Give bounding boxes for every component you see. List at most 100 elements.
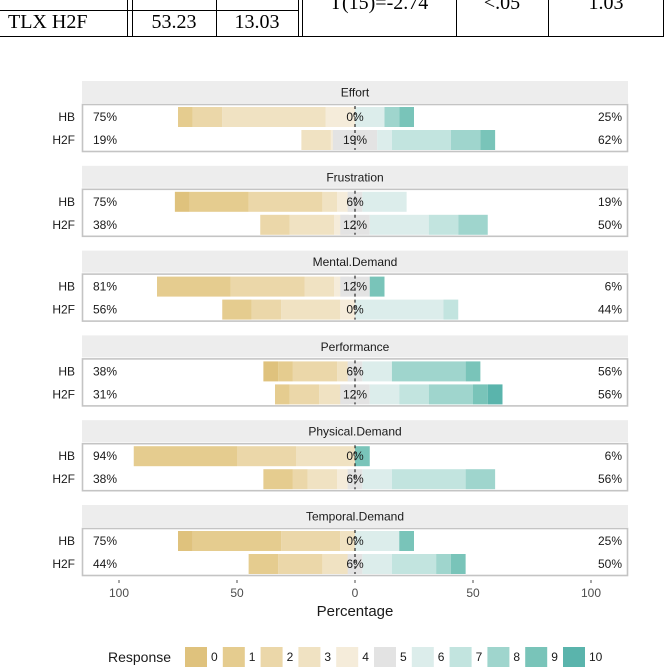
- center-percent-label: 6%: [346, 557, 364, 571]
- bar-segment: [263, 361, 279, 382]
- bar-segment: [369, 384, 400, 405]
- legend-title: Response: [108, 649, 171, 665]
- legend-key: [525, 647, 548, 667]
- bar-segment: [237, 446, 296, 467]
- legend-key: [374, 647, 396, 667]
- bar-segment: [251, 299, 282, 320]
- bar-segment: [399, 384, 429, 405]
- legend-key: [336, 647, 359, 667]
- legend-label: 5: [400, 650, 407, 664]
- bar-segment: [391, 130, 451, 150]
- right-percent-label: 56%: [598, 364, 622, 378]
- bar-segment: [296, 446, 355, 467]
- row-label: H2F: [52, 387, 75, 401]
- facet-strip: [82, 250, 628, 273]
- bar-segment: [450, 554, 466, 574]
- right-percent-label: 25%: [598, 110, 622, 124]
- bar-segment: [178, 531, 193, 551]
- bar-segment: [340, 276, 370, 297]
- bar-segment: [292, 469, 308, 490]
- bar-segment: [292, 361, 338, 382]
- center-percent-label: 0%: [346, 534, 364, 548]
- legend-key: [411, 647, 434, 667]
- bar-segment: [222, 299, 252, 320]
- facet-strip: [82, 420, 628, 443]
- bar-segment: [278, 554, 323, 574]
- facet-title: Effort: [341, 86, 370, 100]
- bar-segment: [347, 191, 363, 212]
- table-cell-sd: 13.03: [235, 11, 280, 33]
- bar-segment: [340, 384, 370, 405]
- legend-key: [185, 647, 207, 667]
- bar-segment: [275, 384, 290, 405]
- center-percent-label: 0%: [346, 303, 364, 317]
- row-label: HB: [58, 534, 75, 548]
- bar-segment: [248, 554, 279, 574]
- bar-segment: [322, 554, 352, 574]
- facet-title: Frustration: [326, 170, 383, 184]
- facet-title: Mental.Demand: [313, 255, 398, 269]
- center-percent-label: 12%: [343, 218, 367, 232]
- bar-segment: [347, 554, 363, 574]
- right-percent-label: 56%: [598, 387, 622, 401]
- bar-segment: [340, 214, 370, 235]
- row-label: HB: [58, 449, 75, 463]
- row-label: HB: [58, 280, 75, 294]
- facet-strip: [82, 165, 628, 188]
- x-tick-label: 50: [230, 586, 244, 600]
- bar-segment: [465, 469, 496, 490]
- legend-key: [298, 647, 321, 667]
- bar-segment: [487, 384, 503, 405]
- bar-segment: [178, 107, 193, 127]
- bar-segment: [301, 130, 331, 150]
- legend-label: 9: [551, 650, 558, 664]
- left-percent-label: 75%: [93, 534, 117, 548]
- bar-segment: [192, 531, 282, 551]
- bar-segment: [222, 107, 326, 127]
- row-label: H2F: [52, 557, 75, 571]
- bar-segment: [189, 191, 249, 212]
- left-percent-label: 75%: [93, 195, 117, 209]
- bar-segment: [355, 107, 385, 127]
- legend-key: [222, 647, 245, 667]
- bar-segment: [436, 554, 451, 574]
- row-label: H2F: [52, 218, 75, 232]
- left-percent-label: 75%: [93, 110, 117, 124]
- row-label: H2F: [52, 472, 75, 486]
- bar-segment: [443, 299, 459, 320]
- legend-label: 7: [476, 650, 483, 664]
- center-percent-label: 6%: [346, 364, 364, 378]
- bar-segment: [281, 299, 341, 320]
- bar-segment: [355, 446, 370, 467]
- row-label: HB: [58, 195, 75, 209]
- right-percent-label: 6%: [605, 449, 623, 463]
- bar-segment: [362, 191, 407, 212]
- bar-segment: [450, 130, 481, 150]
- legend-key: [260, 647, 283, 667]
- table-fragment: TLX H2F 53.23 13.03 T(15)=-2.74 <.05 1.0…: [0, 0, 664, 40]
- bar-segment: [428, 214, 459, 235]
- facet-title: Temporal.Demand: [306, 510, 404, 524]
- bar-segment: [362, 361, 392, 382]
- right-percent-label: 50%: [598, 218, 622, 232]
- bar-segment: [157, 276, 231, 297]
- bar-segment: [281, 531, 341, 551]
- table-row-label: TLX H2F: [8, 11, 87, 33]
- legend-label: 3: [324, 650, 331, 664]
- bar-segment: [465, 361, 481, 382]
- legend-key: [449, 647, 472, 667]
- facet-strip: [82, 505, 628, 527]
- bar-segment: [355, 531, 400, 551]
- bar-segment: [362, 469, 392, 490]
- bar-segment: [248, 191, 323, 212]
- right-percent-label: 19%: [598, 195, 622, 209]
- row-label: HB: [58, 364, 75, 378]
- left-percent-label: 44%: [93, 557, 117, 571]
- table-grid: [0, 0, 664, 37]
- bar-segment: [473, 384, 488, 405]
- row-label: H2F: [52, 303, 75, 317]
- center-percent-label: 19%: [343, 133, 367, 147]
- center-percent-label: 0%: [346, 449, 364, 463]
- table-cell-p: <.05: [484, 0, 520, 14]
- right-percent-label: 25%: [598, 534, 622, 548]
